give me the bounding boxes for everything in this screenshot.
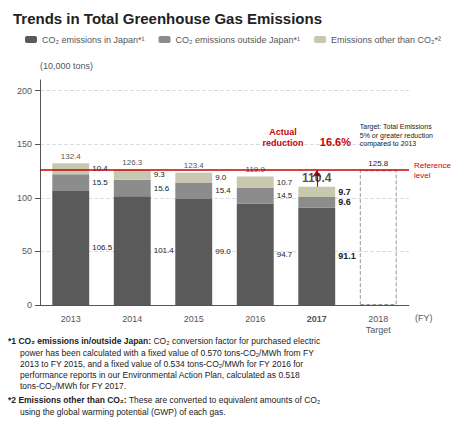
svg-text:2016: 2016 <box>245 314 265 324</box>
svg-text:Trends in Total Greenhouse Gas: Trends in Total Greenhouse Gas Emissions <box>13 10 322 27</box>
svg-text:Target: Target <box>366 325 392 335</box>
svg-text:Emissions other than CO₂*²: Emissions other than CO₂*² <box>331 35 441 45</box>
svg-text:200: 200 <box>17 86 32 96</box>
svg-text:tons-CO₂/MWh for FY 2017.: tons-CO₂/MWh for FY 2017. <box>20 381 126 391</box>
svg-text:(FY): (FY) <box>415 313 433 323</box>
svg-text:CO₂ conversion factor for purc: CO₂ conversion factor for purchased elec… <box>153 336 321 346</box>
svg-text:level: level <box>414 171 431 180</box>
svg-text:15.4: 15.4 <box>215 186 231 195</box>
svg-text:reduction: reduction <box>262 138 303 148</box>
svg-text:123.4: 123.4 <box>184 161 205 170</box>
svg-text:101.4: 101.4 <box>154 246 175 255</box>
svg-text:125.8: 125.8 <box>368 159 389 168</box>
svg-text:9.6: 9.6 <box>338 197 351 207</box>
svg-text:106.5: 106.5 <box>92 243 113 252</box>
svg-text:9.3: 9.3 <box>154 170 166 179</box>
svg-text:5% or greater reduction: 5% or greater reduction <box>360 132 433 140</box>
svg-text:2013: 2013 <box>61 314 81 324</box>
svg-text:Reference: Reference <box>414 161 451 170</box>
svg-text:94.7: 94.7 <box>277 250 293 259</box>
svg-text:2017: 2017 <box>307 314 327 324</box>
svg-text:CO₂ emissions outside Japan*¹: CO₂ emissions outside Japan*¹ <box>176 35 301 45</box>
svg-text:2014: 2014 <box>122 314 142 324</box>
svg-text:15.6: 15.6 <box>154 184 170 193</box>
svg-text:These are converted to equival: These are converted to equivalent amount… <box>129 395 320 405</box>
svg-text:(10,000 tons): (10,000 tons) <box>40 61 93 71</box>
svg-text:*1 CO₂ emissions in/outside Ja: *1 CO₂ emissions in/outside Japan: <box>8 336 153 346</box>
svg-text:Target: Total Emissions: Target: Total Emissions <box>360 123 432 131</box>
svg-text:99.0: 99.0 <box>215 247 231 256</box>
svg-text:14.5: 14.5 <box>277 191 293 200</box>
svg-text:2018: 2018 <box>368 314 388 324</box>
svg-text:power has been calculated with: power has been calculated with a fixed v… <box>20 348 314 358</box>
svg-text:10.7: 10.7 <box>277 178 293 187</box>
svg-text:150: 150 <box>17 139 32 149</box>
svg-text:119.9: 119.9 <box>246 165 266 174</box>
svg-text:*2 Emissions other than CO₂:: *2 Emissions other than CO₂: <box>8 395 129 405</box>
svg-text:2015: 2015 <box>184 314 204 324</box>
svg-text:16.6%: 16.6% <box>320 136 351 148</box>
svg-text:2013 to FY 2015, and a fixed v: 2013 to FY 2015, and a fixed value of 0.… <box>20 359 303 369</box>
svg-text:0: 0 <box>27 300 32 310</box>
svg-text:10.4: 10.4 <box>92 164 108 173</box>
svg-text:132.4: 132.4 <box>61 152 82 161</box>
svg-text:9.7: 9.7 <box>338 187 351 197</box>
svg-text:compared to 2013: compared to 2013 <box>360 140 417 148</box>
svg-text:50: 50 <box>22 246 32 256</box>
svg-text:15.5: 15.5 <box>92 178 108 187</box>
svg-text:9.0: 9.0 <box>215 173 227 182</box>
svg-text:110.4: 110.4 <box>302 171 332 185</box>
svg-text:91.1: 91.1 <box>338 251 356 261</box>
svg-text:Actual: Actual <box>269 127 297 137</box>
svg-text:100: 100 <box>17 193 32 203</box>
svg-text:CO₂ emissions in Japan*¹: CO₂ emissions in Japan*¹ <box>42 35 145 45</box>
svg-text:126.3: 126.3 <box>122 158 143 167</box>
svg-text:performance reports in our Env: performance reports in our Environmental… <box>20 370 300 380</box>
svg-text:using the global warming poten: using the global warming potential (GWP)… <box>20 407 226 417</box>
